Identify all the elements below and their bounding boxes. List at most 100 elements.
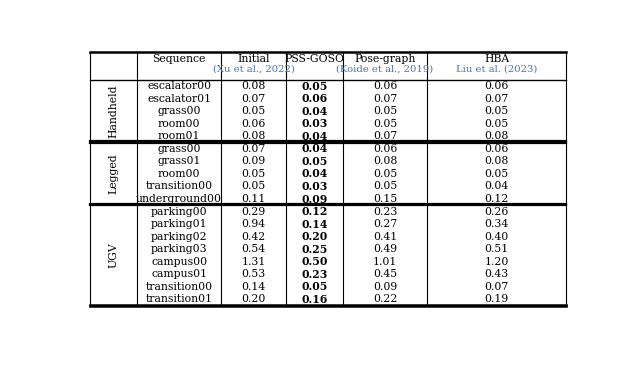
Text: 0.16: 0.16 <box>301 294 328 305</box>
Text: 0.05: 0.05 <box>301 156 328 167</box>
Text: 0.25: 0.25 <box>301 243 328 255</box>
Text: 0.03: 0.03 <box>301 118 328 129</box>
Text: Pose-graph: Pose-graph <box>355 54 416 64</box>
Text: room00: room00 <box>158 169 200 179</box>
Text: 0.12: 0.12 <box>484 194 509 204</box>
Text: 0.34: 0.34 <box>484 219 509 229</box>
Text: 0.05: 0.05 <box>373 182 397 192</box>
Text: 1.31: 1.31 <box>241 257 266 267</box>
Text: 0.04: 0.04 <box>301 106 328 117</box>
Text: 0.42: 0.42 <box>241 231 266 241</box>
Text: 0.04: 0.04 <box>484 182 509 192</box>
Text: Liu et al. (2023): Liu et al. (2023) <box>456 65 538 74</box>
Text: parking00: parking00 <box>151 207 207 216</box>
Text: 0.04: 0.04 <box>301 168 328 180</box>
Text: 0.45: 0.45 <box>373 269 397 279</box>
Text: transition00: transition00 <box>146 282 212 292</box>
Text: campus00: campus00 <box>151 257 207 267</box>
Text: 0.12: 0.12 <box>301 206 328 217</box>
Text: 0.06: 0.06 <box>373 81 397 91</box>
Text: 0.54: 0.54 <box>241 244 266 254</box>
Text: 0.06: 0.06 <box>484 81 509 91</box>
Text: Initial: Initial <box>237 54 270 64</box>
Text: 0.20: 0.20 <box>241 294 266 304</box>
Text: escalator00: escalator00 <box>147 81 211 91</box>
Text: 0.05: 0.05 <box>301 81 328 92</box>
Text: 0.06: 0.06 <box>373 144 397 154</box>
Text: Sequence: Sequence <box>152 54 206 64</box>
Text: 0.07: 0.07 <box>241 144 266 154</box>
Text: 0.08: 0.08 <box>241 132 266 141</box>
Text: 0.07: 0.07 <box>373 132 397 141</box>
Text: 0.08: 0.08 <box>373 156 397 166</box>
Text: 0.14: 0.14 <box>301 219 328 229</box>
Text: (Xu et al., 2022): (Xu et al., 2022) <box>212 65 294 74</box>
Text: 0.08: 0.08 <box>241 81 266 91</box>
Text: 0.07: 0.07 <box>484 282 509 292</box>
Text: 1.20: 1.20 <box>484 257 509 267</box>
Text: room01: room01 <box>158 132 200 141</box>
Text: (Koide et al., 2019): (Koide et al., 2019) <box>337 65 434 74</box>
Text: 0.26: 0.26 <box>484 207 509 216</box>
Text: 0.08: 0.08 <box>484 156 509 166</box>
Text: 0.07: 0.07 <box>373 94 397 104</box>
Text: 0.50: 0.50 <box>301 256 328 267</box>
Text: 1.01: 1.01 <box>373 257 397 267</box>
Text: 0.05: 0.05 <box>241 106 266 116</box>
Text: Legged: Legged <box>109 154 118 194</box>
Text: 0.43: 0.43 <box>484 269 509 279</box>
Text: 0.05: 0.05 <box>373 169 397 179</box>
Text: 0.19: 0.19 <box>484 294 509 304</box>
Text: 0.53: 0.53 <box>241 269 266 279</box>
Text: grass01: grass01 <box>157 156 201 166</box>
Text: 0.08: 0.08 <box>484 132 509 141</box>
Text: room00: room00 <box>158 119 200 129</box>
Text: 0.06: 0.06 <box>301 93 328 104</box>
Text: 0.06: 0.06 <box>241 119 266 129</box>
Text: transition01: transition01 <box>146 294 212 304</box>
Text: 0.05: 0.05 <box>484 169 509 179</box>
Text: 0.05: 0.05 <box>484 119 509 129</box>
Text: grass00: grass00 <box>157 106 201 116</box>
Text: 0.05: 0.05 <box>373 106 397 116</box>
Text: 0.23: 0.23 <box>301 269 328 279</box>
Text: 0.29: 0.29 <box>241 207 266 216</box>
Text: underground00: underground00 <box>136 194 222 204</box>
Text: 0.06: 0.06 <box>484 144 509 154</box>
Text: parking03: parking03 <box>151 244 207 254</box>
Text: 0.05: 0.05 <box>373 119 397 129</box>
Text: campus01: campus01 <box>151 269 207 279</box>
Text: UGV: UGV <box>109 243 118 268</box>
Text: 0.05: 0.05 <box>241 182 266 192</box>
Text: 0.14: 0.14 <box>241 282 266 292</box>
Text: 0.07: 0.07 <box>241 94 266 104</box>
Text: 0.04: 0.04 <box>301 144 328 154</box>
Text: transition00: transition00 <box>146 182 212 192</box>
Text: 0.49: 0.49 <box>373 244 397 254</box>
Text: 0.41: 0.41 <box>373 231 397 241</box>
Text: Handheld: Handheld <box>109 85 118 138</box>
Text: 0.20: 0.20 <box>301 231 328 242</box>
Text: 0.05: 0.05 <box>301 281 328 292</box>
Text: 0.05: 0.05 <box>484 106 509 116</box>
Text: grass00: grass00 <box>157 144 201 154</box>
Text: 0.04: 0.04 <box>301 131 328 142</box>
Text: 0.09: 0.09 <box>241 156 266 166</box>
Text: 0.22: 0.22 <box>373 294 397 304</box>
Text: parking01: parking01 <box>151 219 207 229</box>
Text: parking02: parking02 <box>151 231 207 241</box>
Text: 0.11: 0.11 <box>241 194 266 204</box>
Text: 0.27: 0.27 <box>373 219 397 229</box>
Text: PSS-GOSO: PSS-GOSO <box>284 54 344 64</box>
Text: 0.09: 0.09 <box>373 282 397 292</box>
Text: 0.23: 0.23 <box>373 207 397 216</box>
Text: 0.05: 0.05 <box>241 169 266 179</box>
Text: 0.51: 0.51 <box>484 244 509 254</box>
Text: 0.03: 0.03 <box>301 181 328 192</box>
Text: 0.40: 0.40 <box>484 231 509 241</box>
Text: HBA: HBA <box>484 54 509 64</box>
Text: 0.09: 0.09 <box>301 194 328 204</box>
Text: escalator01: escalator01 <box>147 94 211 104</box>
Text: 0.15: 0.15 <box>373 194 397 204</box>
Text: 0.07: 0.07 <box>484 94 509 104</box>
